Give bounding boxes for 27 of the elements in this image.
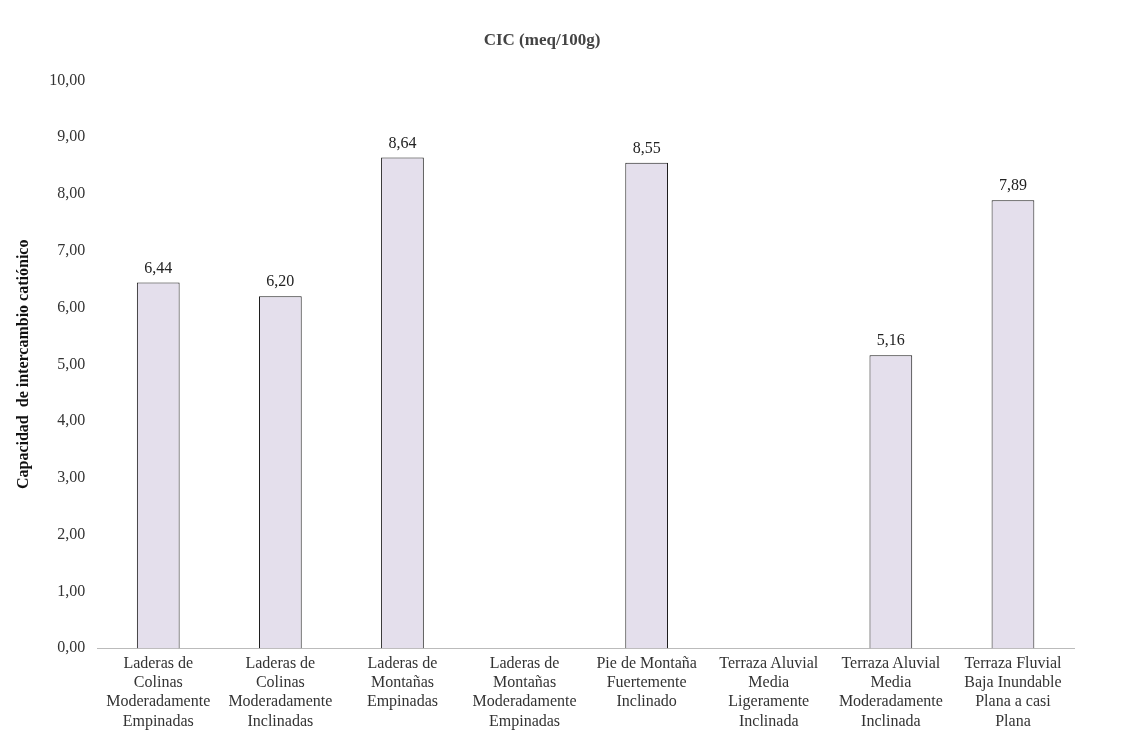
x-tick-label: Laderas de Montañas Empinadas	[366, 654, 438, 711]
data-label: 6,44	[144, 258, 173, 276]
y-tick-label: 6,00	[57, 297, 86, 315]
data-label: 5,16	[876, 331, 905, 349]
x-tick-label: Terraza Aluvial Media Ligeramente Inclinada	[719, 654, 819, 729]
y-tick-label: 10,00	[49, 70, 86, 88]
y-tick-label: 2,00	[57, 524, 86, 542]
y-tick-label: 8,00	[57, 184, 86, 202]
y-tick-label: 3,00	[57, 468, 86, 486]
data-label: 8,64	[388, 133, 417, 151]
x-tick-label: Laderas de Colinas Moderadamente Inclinadas	[228, 654, 333, 729]
y-tick-label: 4,00	[57, 411, 86, 429]
x-tick-label: Terraza Fluvial Baja Inundable Plana a casi Plana	[964, 654, 1063, 729]
data-label: 7,89	[998, 176, 1027, 194]
y-tick-label: 5,00	[57, 354, 86, 372]
x-tick-label: Laderas de Montañas Moderadamente Empinadas	[472, 654, 577, 730]
y-axis-title: Capacidad de intercambio catiónico	[13, 239, 32, 490]
x-tick-label: Laderas de Colinas Moderadamente Empinadas	[106, 654, 211, 730]
chart-title: CIC (meq/100g)	[483, 29, 601, 49]
y-tick-label: 9,00	[57, 127, 86, 145]
x-tick-label: Pie de Montaña Fuertemente Inclinado	[596, 654, 697, 710]
data-label: 6,20	[266, 272, 295, 290]
data-label: 8,55	[632, 138, 661, 156]
x-tick-label: Terraza Aluvial Media Moderadamente Inclinada	[838, 654, 943, 729]
y-tick-label: 7,00	[57, 240, 86, 258]
y-tick-label: 1,00	[57, 581, 86, 599]
y-tick-label: 0,00	[57, 638, 86, 656]
